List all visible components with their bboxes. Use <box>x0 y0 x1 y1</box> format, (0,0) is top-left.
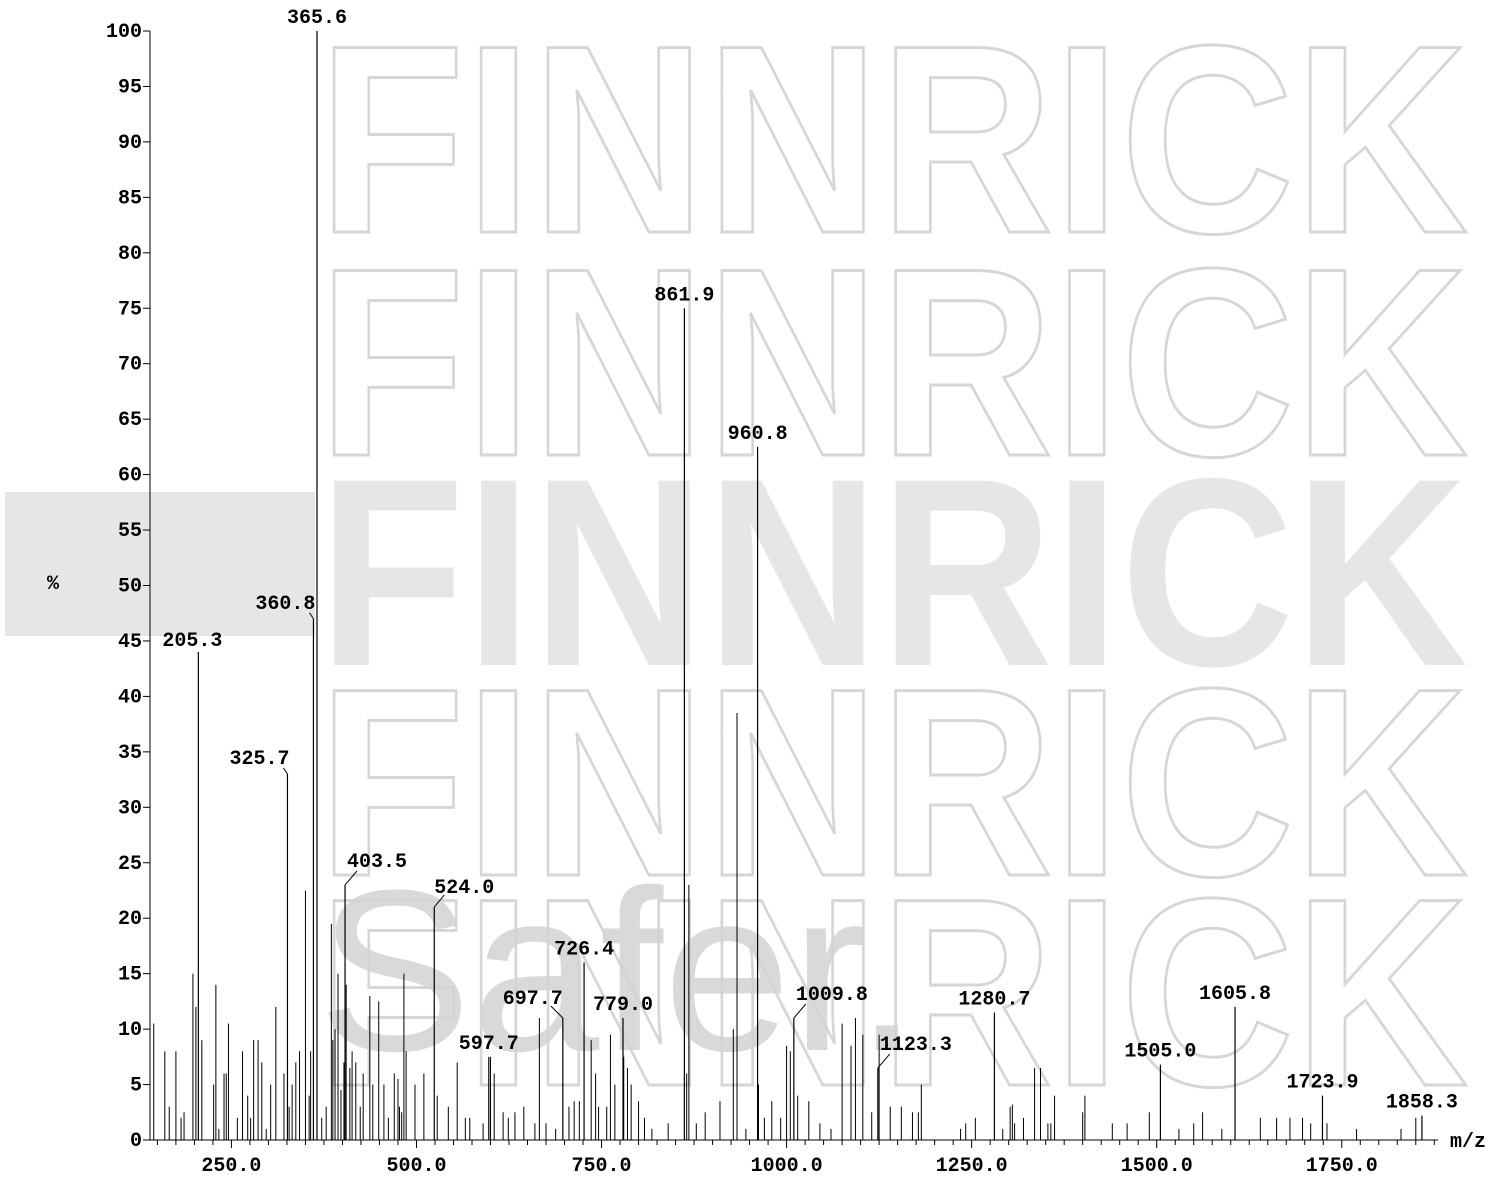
peak-leader <box>433 894 445 908</box>
y-tick-label: 100 <box>106 21 142 44</box>
peak-label: 861.9 <box>654 284 714 307</box>
axes: 0 5 10 15 20 25 30 35 40 45 50 55 60 65 70 75 80 85 90 95 10… <box>47 21 1486 1178</box>
peak-label: 1723.9 <box>1286 1072 1358 1095</box>
watermark-brand-outline-4: FINNRICK <box>318 842 1468 1142</box>
peak-label: 325.7 <box>229 748 289 771</box>
peak-label: 1605.8 <box>1199 983 1271 1006</box>
y-tick-label: 20 <box>118 908 142 931</box>
peak-label: 779.0 <box>593 994 653 1017</box>
peak-label: 1280.7 <box>958 988 1030 1011</box>
watermark-side-band <box>5 492 315 636</box>
peak-label: 360.8 <box>255 593 315 616</box>
x-tick-label: 750.0 <box>572 1155 632 1178</box>
peak-label: 597.7 <box>459 1033 519 1056</box>
peak-label: 960.8 <box>728 423 788 446</box>
x-tick-label: 1500.0 <box>1121 1155 1193 1178</box>
peak-label: 1505.0 <box>1124 1041 1196 1064</box>
y-tick-label: 95 <box>118 76 142 99</box>
x-tick-label: 1750.0 <box>1306 1155 1378 1178</box>
y-tick-label: 0 <box>130 1130 142 1153</box>
peak-leader <box>877 1053 891 1069</box>
peak-labels: 365.6 861.9 960.8 360.8 205.3 325.7 403.5 524.0… <box>162 7 1458 1115</box>
peaks <box>153 31 1423 1140</box>
watermark: FINNRICK FINNRICK FINNRICK FINNRICK FINN… <box>5 0 1470 1144</box>
peak-label: 726.4 <box>554 939 614 962</box>
y-tick-label: 50 <box>118 576 142 599</box>
y-tick-label: 60 <box>118 465 142 488</box>
x-tick-label: 1000.0 <box>751 1155 823 1178</box>
y-tick-label: 30 <box>118 797 142 820</box>
watermark-brand-outline-2: FINNRICK <box>318 212 1468 512</box>
y-tick-label: 5 <box>130 1075 142 1098</box>
peak-leader <box>793 1003 807 1019</box>
y-tick-label: 45 <box>118 631 142 654</box>
y-axis-title: % <box>47 573 60 596</box>
y-tick-label: 90 <box>118 132 142 155</box>
peak-leader <box>344 870 358 886</box>
y-tick-label: 15 <box>118 964 142 987</box>
y-tick-label: 40 <box>118 686 142 709</box>
y-tick-label: 85 <box>118 187 142 210</box>
peak-leader <box>550 1005 564 1019</box>
watermark-brand-outline-3: FINNRICK <box>318 632 1468 932</box>
watermark-slogan: Safer. <box>318 842 919 1099</box>
watermark-brand-outline-1: FINNRICK <box>318 0 1468 289</box>
y-tick-label: 80 <box>118 243 142 266</box>
y-tick-label: 65 <box>118 409 142 432</box>
peak-label: 1123.3 <box>880 1034 952 1057</box>
y-tick-label: 35 <box>118 742 142 765</box>
watermark-brand-solid: FINNRICK <box>318 422 1468 722</box>
peak-label: 205.3 <box>162 630 222 653</box>
x-tick-label: 250.0 <box>201 1155 261 1178</box>
y-tick-label: 70 <box>118 354 142 377</box>
peak-leader <box>309 612 314 620</box>
peak-label: 1858.3 <box>1386 1092 1458 1115</box>
peak-leader <box>283 767 288 775</box>
peak-label: 697.7 <box>503 988 563 1011</box>
peak-label: 365.6 <box>287 7 347 30</box>
y-tick-label: 10 <box>118 1019 142 1042</box>
x-tick-label: 1250.0 <box>936 1155 1008 1178</box>
y-tick-label: 55 <box>118 520 142 543</box>
y-tick-label: 75 <box>118 298 142 321</box>
peak-label: 1009.8 <box>796 984 868 1007</box>
peak-label: 403.5 <box>347 851 407 874</box>
x-axis-title: m/z <box>1450 1131 1486 1154</box>
y-tick-label: 25 <box>118 853 142 876</box>
x-tick-label: 500.0 <box>386 1155 446 1178</box>
peak-label: 524.0 <box>434 877 494 900</box>
